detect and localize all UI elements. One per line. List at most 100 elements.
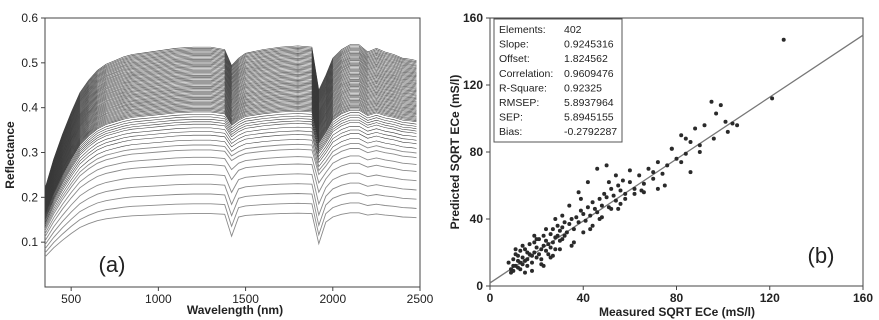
scatter-point	[557, 228, 562, 233]
x-tick-label-a: 1000	[145, 292, 172, 306]
x-tick-label-a: 2000	[319, 292, 346, 306]
scatter-point	[623, 191, 628, 196]
stats-value: 0.92325	[564, 82, 602, 94]
scatter-point	[655, 160, 660, 165]
scatter-point	[560, 213, 565, 218]
scatter-point	[569, 217, 574, 221]
spectrum-line	[44, 79, 417, 203]
scatter-point	[562, 220, 567, 225]
spectrum-line	[44, 59, 417, 195]
scatter-point	[548, 232, 553, 237]
y-tick-label-a: 0.2	[21, 190, 38, 204]
stats-label: SEP:	[499, 112, 523, 124]
stats-label: Offset:	[499, 53, 530, 65]
scatter-point	[609, 186, 614, 191]
spectrum-line	[44, 46, 417, 190]
scatter-point	[523, 247, 527, 252]
scatter-point	[618, 201, 623, 206]
scatter-point	[534, 255, 539, 260]
stats-value: 402	[564, 24, 582, 36]
y-tick-label-b: 120	[463, 78, 483, 92]
scatter-point	[557, 247, 562, 252]
scatter-point	[730, 121, 735, 126]
scatter-point	[688, 170, 693, 175]
scatter-point	[569, 243, 574, 248]
scatter-point	[613, 173, 618, 178]
y-axis-label-b: Predicted SQRT ECe (mS/l)	[448, 75, 462, 230]
scatter-point	[604, 195, 609, 200]
scatter-point	[683, 136, 688, 141]
stats-value: 5.8937964	[564, 97, 614, 109]
spectrum-line	[44, 81, 417, 204]
spectrum-line	[44, 80, 417, 204]
scatter-point	[539, 257, 544, 262]
spectrum-line	[44, 87, 417, 207]
spectrum-line	[44, 148, 417, 232]
scatter-point	[674, 156, 679, 161]
scatter-point	[597, 196, 602, 201]
spectrum-line	[44, 108, 417, 215]
spectrum-line	[44, 64, 417, 197]
scatter-point	[606, 180, 611, 185]
spectrum-line	[44, 103, 417, 213]
spectrum-line	[44, 69, 417, 199]
scatter-point	[669, 146, 674, 151]
scatter-point	[539, 247, 544, 252]
spectrum-line	[44, 51, 417, 192]
scatter-point	[660, 171, 665, 176]
scatter-point	[620, 178, 625, 183]
scatter-point	[576, 190, 581, 195]
stats-label: Bias:	[499, 126, 522, 138]
scatter-point	[697, 143, 702, 148]
scatter-point	[679, 133, 684, 138]
scatter-point	[588, 227, 593, 232]
spectrum-line	[44, 66, 417, 198]
spectrum-line	[44, 96, 417, 210]
scatter-point	[576, 220, 581, 225]
scatter-point	[585, 205, 590, 210]
x-tick-label-b: 40	[577, 291, 591, 305]
scatter-point	[544, 238, 548, 243]
plot-area-a	[44, 17, 421, 288]
scatter-point	[544, 227, 548, 232]
scatter-point	[627, 168, 632, 173]
scatter-point	[567, 203, 572, 208]
scatter-point	[567, 222, 572, 226]
scatter-point	[632, 186, 637, 191]
x-tick-label-b: 0	[487, 291, 494, 305]
scatter-point	[520, 262, 525, 267]
x-tick-label-a: 1500	[232, 292, 259, 306]
spectra-lines	[44, 44, 417, 258]
scatter-point	[604, 163, 609, 168]
stats-label: Elements:	[499, 24, 546, 36]
spectrum-line	[44, 90, 417, 208]
scatter-point	[525, 257, 530, 262]
scatter-point	[530, 253, 534, 258]
scatter-point	[595, 210, 600, 215]
stats-value: 0.9609476	[564, 68, 614, 80]
spectrum-line	[44, 75, 417, 202]
scatter-point	[623, 196, 628, 201]
x-tick-label-b: 120	[760, 291, 780, 305]
spectrum-line	[44, 172, 417, 242]
x-tick-label-b: 80	[670, 291, 684, 305]
scatter-point	[546, 242, 551, 247]
spectrum-line	[44, 106, 417, 214]
scatter-point	[537, 252, 541, 257]
scatter-point	[548, 245, 553, 250]
spectrum-line	[44, 129, 417, 224]
scatter-point	[616, 206, 621, 211]
spectrum-line	[44, 107, 417, 215]
scatter-points	[506, 37, 786, 275]
scatter-point	[553, 217, 558, 221]
x-axis-label-a: Wavelength (nm)	[187, 303, 283, 317]
scatter-point	[571, 240, 576, 245]
scatter-point	[693, 126, 698, 131]
scatter-point	[585, 180, 590, 185]
scatter-point	[511, 257, 516, 262]
x-tick-label-a: 500	[61, 292, 81, 306]
scatter-point	[679, 160, 684, 165]
scatter-point	[511, 263, 516, 268]
y-axis-label-a: Reflectance	[3, 121, 17, 189]
spectrum-line	[44, 86, 417, 206]
